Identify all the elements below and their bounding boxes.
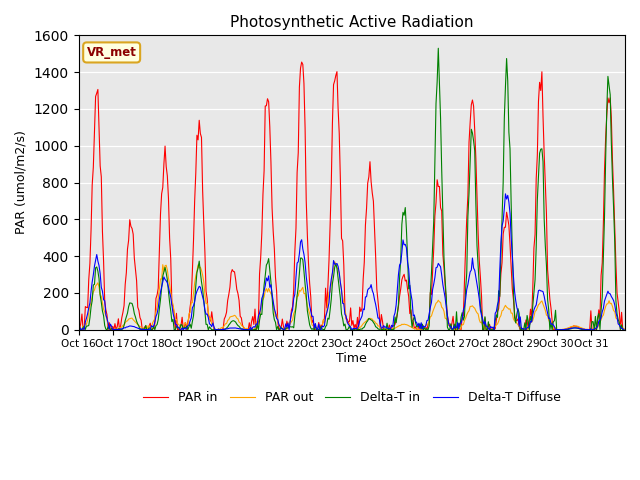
PAR out xyxy=(244,327,252,333)
PAR in xyxy=(408,318,416,324)
PAR in xyxy=(307,294,315,300)
Delta-T in xyxy=(75,327,83,333)
Line: PAR in: PAR in xyxy=(79,62,624,330)
Delta-T Diffuse xyxy=(306,303,314,309)
PAR out xyxy=(75,327,83,333)
X-axis label: Time: Time xyxy=(337,352,367,365)
Delta-T in xyxy=(571,325,579,331)
PAR in xyxy=(76,327,83,333)
Delta-T Diffuse xyxy=(75,326,83,332)
Legend: PAR in, PAR out, Delta-T in, Delta-T Diffuse: PAR in, PAR out, Delta-T in, Delta-T Dif… xyxy=(138,386,566,409)
PAR in xyxy=(298,59,305,65)
Delta-T in xyxy=(305,315,312,321)
Text: VR_met: VR_met xyxy=(87,46,136,59)
Line: Delta-T in: Delta-T in xyxy=(79,48,624,330)
PAR in xyxy=(75,322,83,328)
Delta-T in xyxy=(244,327,252,333)
PAR out xyxy=(477,320,484,325)
PAR in xyxy=(572,324,580,329)
Delta-T in xyxy=(380,326,387,332)
Delta-T Diffuse xyxy=(381,324,388,330)
Delta-T Diffuse xyxy=(572,325,580,331)
Delta-T in xyxy=(435,46,442,51)
PAR out xyxy=(620,326,628,332)
PAR out xyxy=(381,326,388,332)
Delta-T Diffuse xyxy=(477,308,484,313)
PAR out xyxy=(407,324,415,330)
Delta-T Diffuse xyxy=(620,327,628,333)
PAR out xyxy=(305,307,312,312)
Delta-T Diffuse xyxy=(77,327,84,333)
Delta-T in xyxy=(477,303,484,309)
Y-axis label: PAR (umol/m2/s): PAR (umol/m2/s) xyxy=(15,131,28,234)
PAR in xyxy=(246,320,253,325)
Delta-T Diffuse xyxy=(407,291,415,297)
PAR in xyxy=(477,294,485,300)
Delta-T in xyxy=(406,282,413,288)
PAR out xyxy=(331,259,339,264)
Line: PAR out: PAR out xyxy=(79,262,624,330)
PAR in xyxy=(620,326,628,332)
PAR out xyxy=(571,323,579,329)
Delta-T in xyxy=(620,327,628,333)
Delta-T Diffuse xyxy=(502,191,509,197)
Title: Photosynthetic Active Radiation: Photosynthetic Active Radiation xyxy=(230,15,474,30)
Line: Delta-T Diffuse: Delta-T Diffuse xyxy=(79,194,624,330)
Delta-T Diffuse xyxy=(246,327,253,333)
PAR in xyxy=(382,327,390,333)
